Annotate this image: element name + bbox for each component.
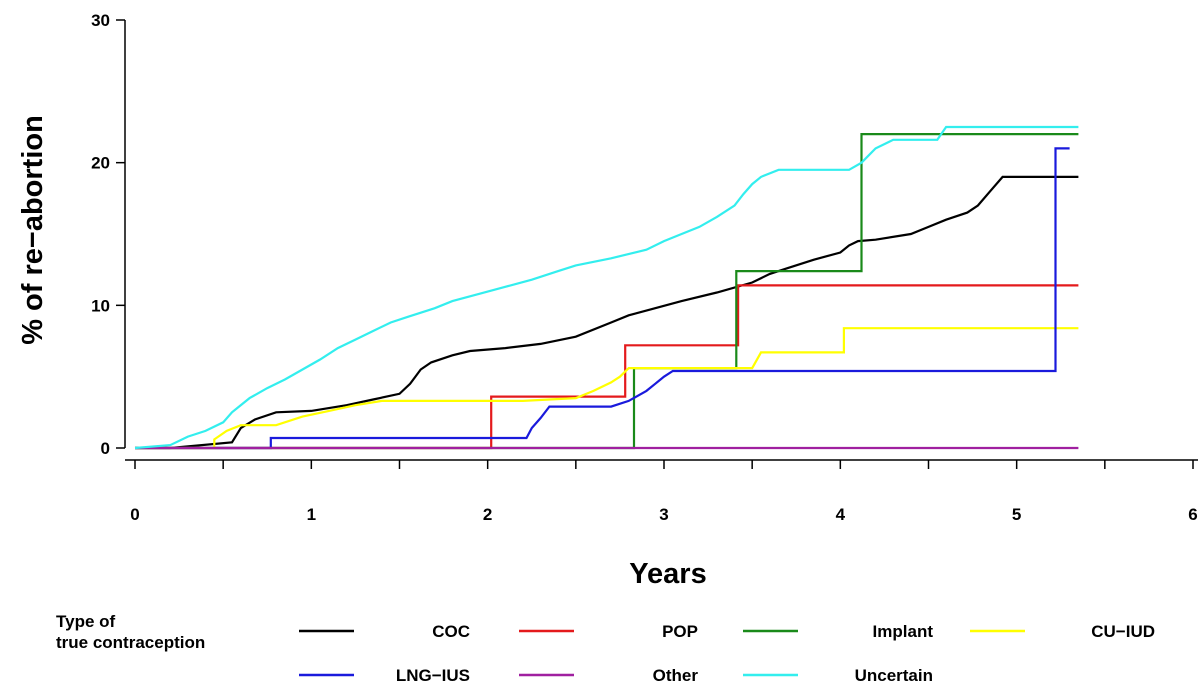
y-axis-title: % of re−abortion bbox=[17, 115, 49, 345]
legend-title-line1: Type of bbox=[56, 612, 116, 631]
axes: 0 10 20 30 0 1 2 3 4 5 6 bbox=[91, 11, 1198, 524]
x-tick-label: 5 bbox=[1012, 505, 1021, 524]
x-tick-label: 1 bbox=[307, 505, 316, 524]
legend-label-1: POP bbox=[662, 622, 698, 641]
series-line-2 bbox=[135, 133, 1079, 450]
legend: Type of true contraception COC POP Implant… bbox=[56, 612, 1155, 685]
x-tick-label: 0 bbox=[130, 505, 139, 524]
x-tick-label: 4 bbox=[836, 505, 846, 524]
series-line-3 bbox=[135, 327, 1079, 450]
series-line-6 bbox=[134, 125, 1079, 450]
plot-area bbox=[134, 125, 1079, 450]
legend-label-6: Uncertain bbox=[855, 666, 933, 685]
legend-label-0: COC bbox=[432, 622, 470, 641]
y-tick-label: 0 bbox=[101, 439, 110, 458]
legend-label-4: LNG−IUS bbox=[396, 666, 470, 685]
legend-title-line2: true contraception bbox=[56, 633, 205, 652]
series-line-1 bbox=[135, 284, 1079, 450]
x-tick-label: 3 bbox=[659, 505, 668, 524]
legend-label-2: Implant bbox=[873, 622, 934, 641]
series-line-4 bbox=[135, 147, 1070, 450]
y-tick-label: 10 bbox=[91, 296, 110, 315]
legend-label-3: CU−IUD bbox=[1091, 622, 1155, 641]
series-line-0 bbox=[135, 175, 1079, 450]
x-tick-label: 2 bbox=[483, 505, 492, 524]
y-tick-label: 30 bbox=[91, 11, 110, 30]
x-tick-label: 6 bbox=[1188, 505, 1197, 524]
legend-label-5: Other bbox=[653, 666, 699, 685]
x-axis-title: Years bbox=[629, 558, 706, 590]
y-tick-label: 20 bbox=[91, 154, 110, 173]
